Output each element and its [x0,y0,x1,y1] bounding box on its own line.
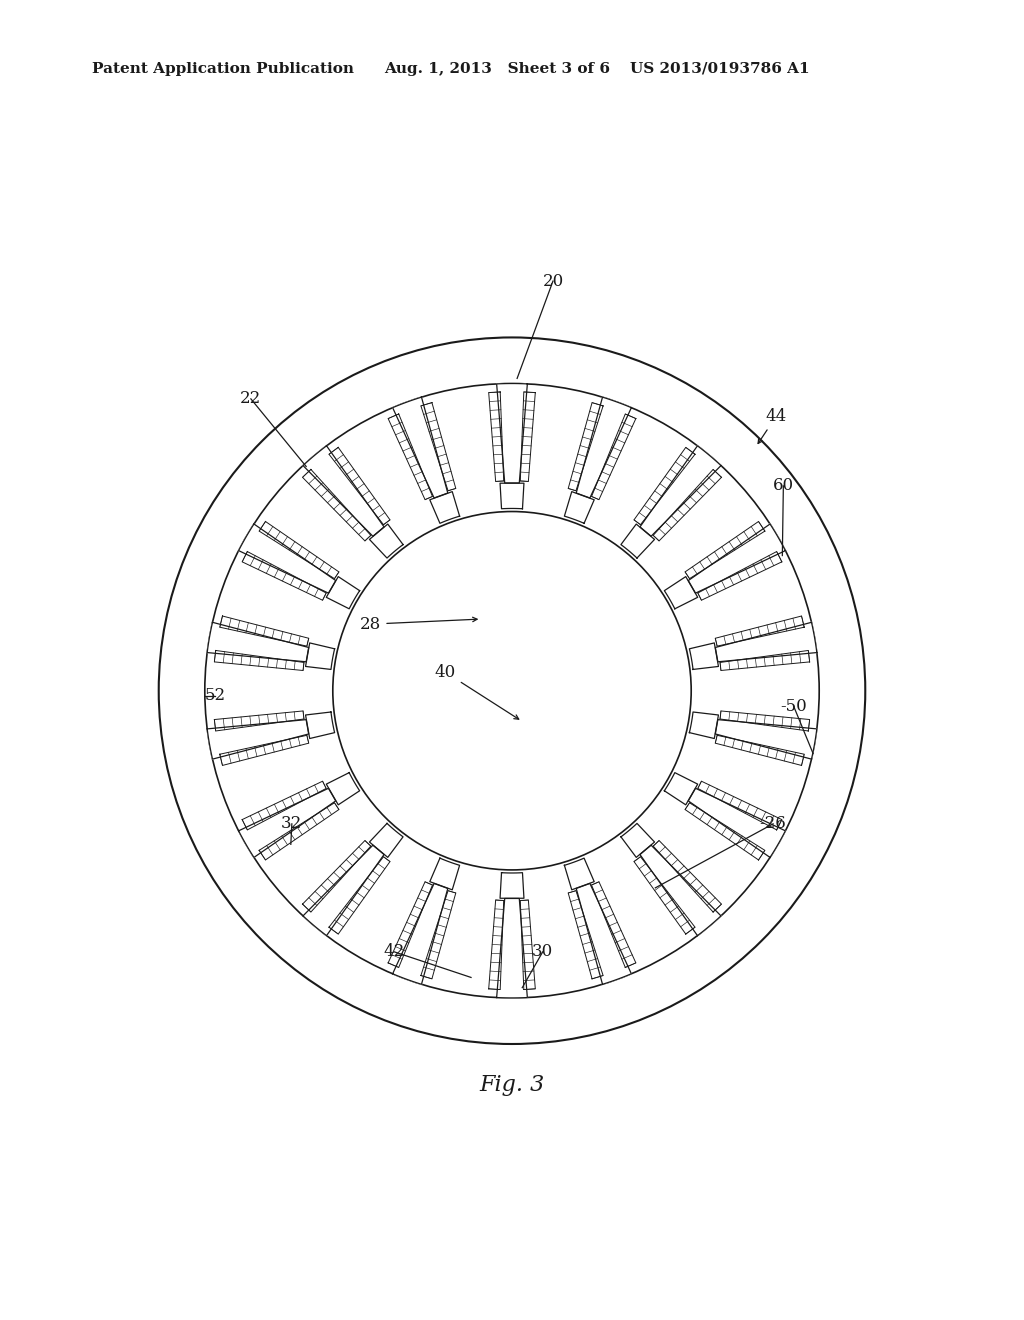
Polygon shape [327,577,359,609]
Polygon shape [488,900,504,990]
Polygon shape [689,643,719,669]
Polygon shape [497,384,527,483]
Polygon shape [621,524,654,558]
Polygon shape [685,521,765,578]
Text: Aug. 1, 2013   Sheet 3 of 6: Aug. 1, 2013 Sheet 3 of 6 [384,62,610,75]
Polygon shape [500,483,524,508]
Text: 44: 44 [758,408,786,444]
Polygon shape [564,491,594,523]
Polygon shape [239,788,336,858]
Polygon shape [220,616,309,645]
Polygon shape [421,891,456,979]
Polygon shape [665,577,697,609]
Polygon shape [220,735,309,766]
Polygon shape [243,552,327,601]
Polygon shape [239,524,336,593]
Polygon shape [259,803,339,859]
Text: 42: 42 [384,944,404,961]
Polygon shape [634,447,695,525]
Text: 22: 22 [241,391,261,408]
Text: 20: 20 [543,273,563,289]
Polygon shape [243,781,327,830]
Text: 52: 52 [205,688,225,705]
Polygon shape [392,397,447,498]
Text: 30: 30 [532,944,553,961]
Polygon shape [568,891,603,979]
Polygon shape [665,772,697,805]
Polygon shape [302,470,371,541]
Polygon shape [305,711,335,738]
Polygon shape [303,845,384,936]
Text: 32: 32 [282,816,302,833]
Polygon shape [388,882,432,968]
Polygon shape [716,622,817,661]
Polygon shape [259,521,339,578]
Polygon shape [697,552,781,601]
Polygon shape [520,900,536,990]
Polygon shape [329,857,390,935]
Polygon shape [388,414,432,500]
Text: 40: 40 [435,664,519,719]
Polygon shape [207,622,308,661]
Polygon shape [716,719,817,759]
Text: -26: -26 [760,816,786,833]
Polygon shape [688,524,785,593]
Polygon shape [568,403,603,491]
Polygon shape [592,882,636,968]
Polygon shape [577,397,632,498]
Polygon shape [214,711,304,731]
Polygon shape [214,651,304,671]
Polygon shape [715,735,804,766]
Polygon shape [327,772,359,805]
Polygon shape [520,392,536,482]
Text: Patent Application Publication: Patent Application Publication [92,62,354,75]
Polygon shape [329,447,390,525]
Polygon shape [653,841,722,912]
Polygon shape [302,841,371,912]
Polygon shape [305,643,335,669]
Polygon shape [689,711,719,738]
Polygon shape [370,524,403,558]
Polygon shape [564,858,594,890]
Polygon shape [488,392,504,482]
Polygon shape [207,719,308,759]
Polygon shape [500,873,524,898]
Polygon shape [497,899,527,998]
Text: Fig. 3: Fig. 3 [479,1074,545,1096]
Polygon shape [720,711,810,731]
Polygon shape [634,857,695,935]
Polygon shape [697,781,781,830]
Polygon shape [592,414,636,500]
Text: -50: -50 [780,697,807,714]
Polygon shape [430,858,460,890]
Polygon shape [392,883,447,985]
Polygon shape [577,883,632,985]
Text: 28: 28 [360,615,477,632]
Polygon shape [715,616,804,645]
Polygon shape [640,446,721,536]
Polygon shape [688,788,785,858]
Polygon shape [303,446,384,536]
Text: US 2013/0193786 A1: US 2013/0193786 A1 [630,62,809,75]
Polygon shape [640,845,721,936]
Text: 60: 60 [773,478,794,495]
Polygon shape [685,803,765,859]
Polygon shape [421,403,456,491]
Polygon shape [720,651,810,671]
Polygon shape [370,824,403,858]
Polygon shape [621,824,654,858]
Polygon shape [430,491,460,523]
Polygon shape [653,470,722,541]
